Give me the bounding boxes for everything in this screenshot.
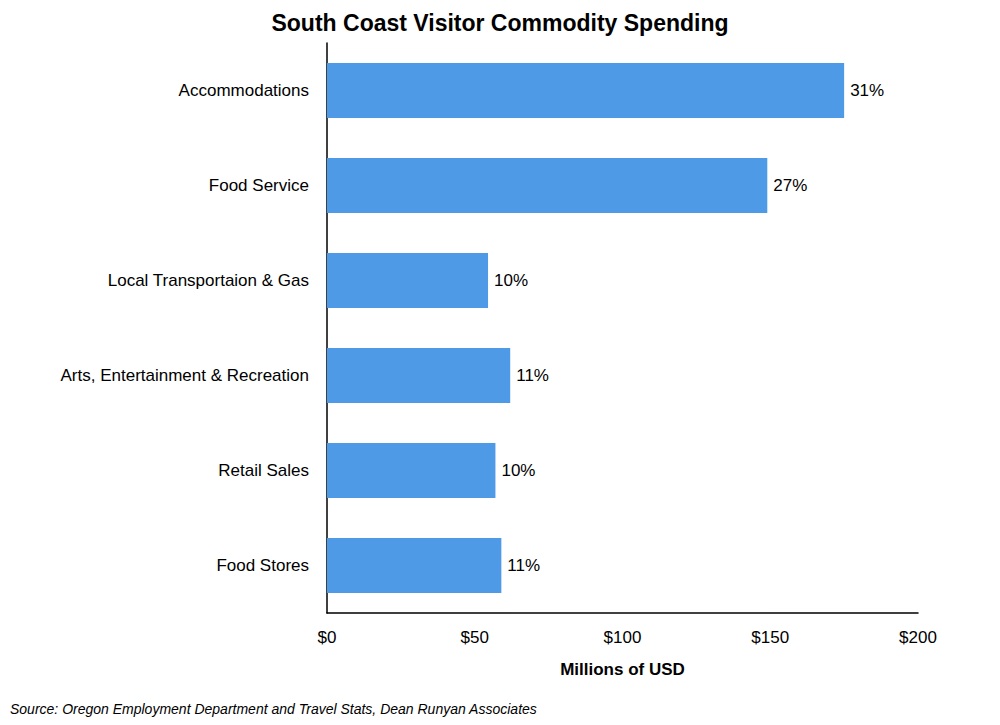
svg-text:Local Transportaion & Gas: Local Transportaion & Gas (108, 271, 309, 290)
svg-text:$0: $0 (318, 628, 337, 647)
svg-text:$150: $150 (751, 628, 789, 647)
svg-text:Food Stores: Food Stores (216, 556, 309, 575)
svg-text:Accommodations: Accommodations (179, 81, 309, 100)
svg-text:$100: $100 (604, 628, 642, 647)
svg-text:Retail Sales: Retail Sales (218, 461, 309, 480)
svg-text:$200: $200 (899, 628, 937, 647)
svg-text:South Coast Visitor Commodity: South Coast Visitor Commodity Spending (271, 10, 728, 36)
svg-text:10%: 10% (501, 461, 535, 480)
svg-text:31%: 31% (850, 81, 884, 100)
svg-text:Arts, Entertainment & Recreati: Arts, Entertainment & Recreation (60, 366, 309, 385)
svg-text:10%: 10% (494, 271, 528, 290)
svg-text:Source: Oregon Employment Depa: Source: Oregon Employment Department and… (10, 701, 537, 717)
svg-text:Millions of USD: Millions of USD (560, 660, 685, 679)
svg-text:11%: 11% (507, 556, 540, 575)
svg-text:27%: 27% (773, 176, 807, 195)
svg-text:$50: $50 (461, 628, 489, 647)
svg-text:Food Service: Food Service (209, 176, 309, 195)
svg-text:11%: 11% (516, 366, 549, 385)
